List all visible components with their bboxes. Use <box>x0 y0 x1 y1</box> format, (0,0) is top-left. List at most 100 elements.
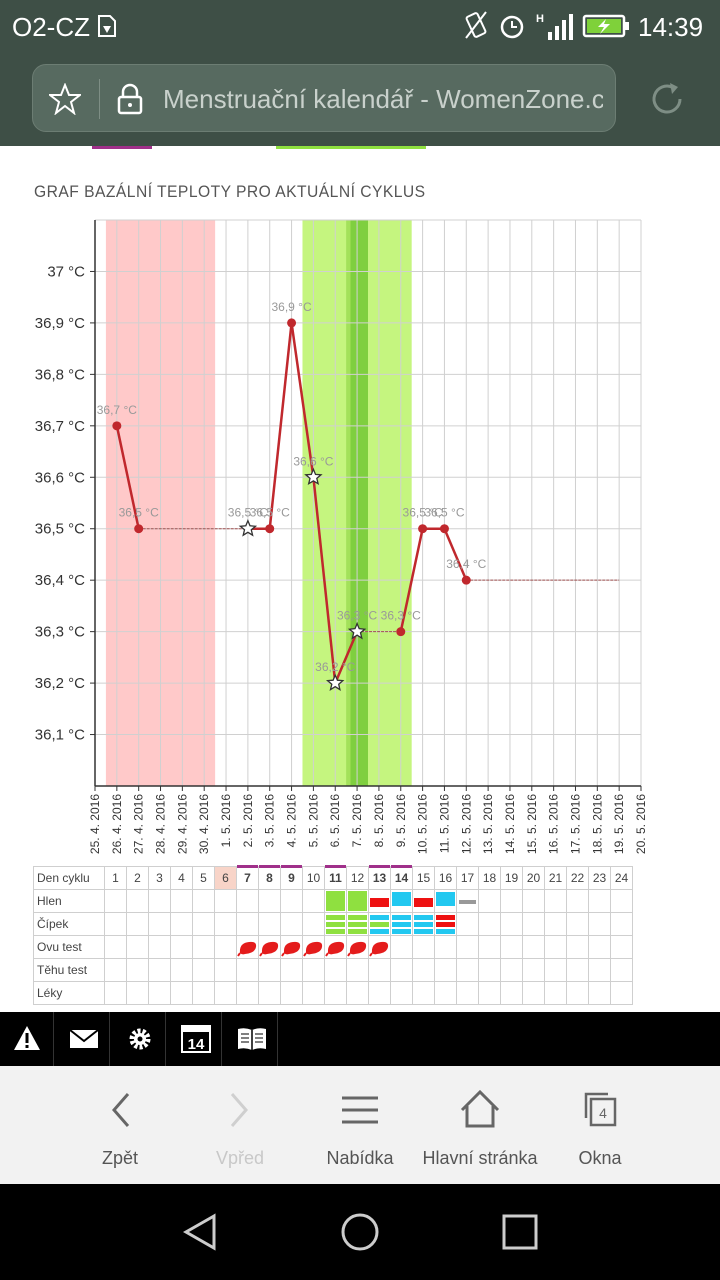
table-cell[interactable] <box>610 912 633 936</box>
table-cell[interactable] <box>390 958 413 982</box>
table-cell[interactable] <box>456 981 479 1005</box>
table-cell[interactable] <box>544 981 567 1005</box>
home-circle-icon[interactable] <box>340 1212 380 1252</box>
table-cell[interactable] <box>192 958 215 982</box>
table-cell[interactable] <box>236 912 259 936</box>
table-cell[interactable] <box>170 935 193 959</box>
address-bar[interactable]: Menstruační kalendář - WomenZone.c <box>32 64 616 132</box>
table-cell[interactable] <box>324 981 347 1005</box>
table-cell[interactable] <box>104 889 127 913</box>
table-cell[interactable] <box>236 958 259 982</box>
table-cell[interactable] <box>258 889 281 913</box>
table-cell[interactable] <box>456 889 479 913</box>
table-cell[interactable] <box>214 889 237 913</box>
table-cell[interactable] <box>412 889 435 913</box>
table-cell[interactable] <box>324 912 347 936</box>
table-cell[interactable] <box>192 912 215 936</box>
table-cell[interactable] <box>456 912 479 936</box>
table-cell[interactable] <box>412 912 435 936</box>
table-cell[interactable] <box>390 981 413 1005</box>
table-cell[interactable] <box>368 981 391 1005</box>
table-cell[interactable] <box>500 935 523 959</box>
star-icon[interactable] <box>49 83 81 115</box>
table-cell[interactable] <box>610 935 633 959</box>
table-cell[interactable] <box>236 935 259 959</box>
table-cell[interactable] <box>214 958 237 982</box>
table-cell[interactable] <box>412 935 435 959</box>
table-cell[interactable] <box>280 935 303 959</box>
calendar-button[interactable]: 14 <box>168 1012 222 1066</box>
table-cell[interactable] <box>280 958 303 982</box>
table-cell[interactable] <box>324 935 347 959</box>
table-cell[interactable] <box>368 889 391 913</box>
table-cell[interactable] <box>500 912 523 936</box>
table-cell[interactable] <box>544 958 567 982</box>
table-cell[interactable] <box>236 889 259 913</box>
table-cell[interactable] <box>148 889 171 913</box>
recents-square-icon[interactable] <box>500 1212 540 1252</box>
table-cell[interactable] <box>544 935 567 959</box>
table-cell[interactable] <box>522 912 545 936</box>
table-cell[interactable] <box>236 981 259 1005</box>
table-cell[interactable] <box>478 889 501 913</box>
table-cell[interactable] <box>412 981 435 1005</box>
table-cell[interactable] <box>192 935 215 959</box>
table-cell[interactable] <box>544 912 567 936</box>
table-cell[interactable] <box>104 981 127 1005</box>
table-cell[interactable] <box>610 889 633 913</box>
table-cell[interactable] <box>126 958 149 982</box>
table-cell[interactable] <box>478 958 501 982</box>
table-cell[interactable] <box>588 912 611 936</box>
table-cell[interactable] <box>302 981 325 1005</box>
table-cell[interactable] <box>390 889 413 913</box>
table-cell[interactable] <box>280 912 303 936</box>
mail-button[interactable] <box>56 1012 110 1066</box>
table-cell[interactable] <box>192 981 215 1005</box>
table-cell[interactable] <box>478 912 501 936</box>
table-cell[interactable] <box>522 981 545 1005</box>
table-cell[interactable] <box>302 912 325 936</box>
table-cell[interactable] <box>148 912 171 936</box>
table-cell[interactable] <box>588 958 611 982</box>
table-cell[interactable] <box>522 889 545 913</box>
table-cell[interactable] <box>434 912 457 936</box>
table-cell[interactable] <box>566 981 589 1005</box>
table-cell[interactable] <box>588 935 611 959</box>
table-cell[interactable] <box>104 935 127 959</box>
table-cell[interactable] <box>302 935 325 959</box>
table-cell[interactable] <box>214 912 237 936</box>
menu-button[interactable]: Nabídka <box>310 1066 410 1184</box>
table-cell[interactable] <box>566 958 589 982</box>
table-cell[interactable] <box>500 981 523 1005</box>
table-cell[interactable] <box>280 981 303 1005</box>
table-cell[interactable] <box>412 958 435 982</box>
table-cell[interactable] <box>170 912 193 936</box>
table-cell[interactable] <box>346 912 369 936</box>
table-cell[interactable] <box>368 912 391 936</box>
table-cell[interactable] <box>368 958 391 982</box>
table-cell[interactable] <box>368 935 391 959</box>
table-cell[interactable] <box>434 935 457 959</box>
table-cell[interactable] <box>258 958 281 982</box>
table-cell[interactable] <box>478 935 501 959</box>
table-cell[interactable] <box>522 958 545 982</box>
table-cell[interactable] <box>588 889 611 913</box>
table-cell[interactable] <box>258 935 281 959</box>
home-button[interactable]: Hlavní stránka <box>416 1066 544 1184</box>
table-cell[interactable] <box>170 981 193 1005</box>
table-cell[interactable] <box>170 958 193 982</box>
table-cell[interactable] <box>456 958 479 982</box>
table-cell[interactable] <box>588 981 611 1005</box>
table-cell[interactable] <box>434 889 457 913</box>
table-cell[interactable] <box>324 958 347 982</box>
table-cell[interactable] <box>126 935 149 959</box>
table-cell[interactable] <box>610 981 633 1005</box>
table-cell[interactable] <box>170 889 193 913</box>
table-cell[interactable] <box>126 981 149 1005</box>
settings-button[interactable] <box>112 1012 166 1066</box>
url-text[interactable]: Menstruační kalendář - WomenZone.c <box>163 84 603 114</box>
table-cell[interactable] <box>148 958 171 982</box>
table-cell[interactable] <box>148 981 171 1005</box>
table-cell[interactable] <box>258 981 281 1005</box>
table-cell[interactable] <box>390 935 413 959</box>
